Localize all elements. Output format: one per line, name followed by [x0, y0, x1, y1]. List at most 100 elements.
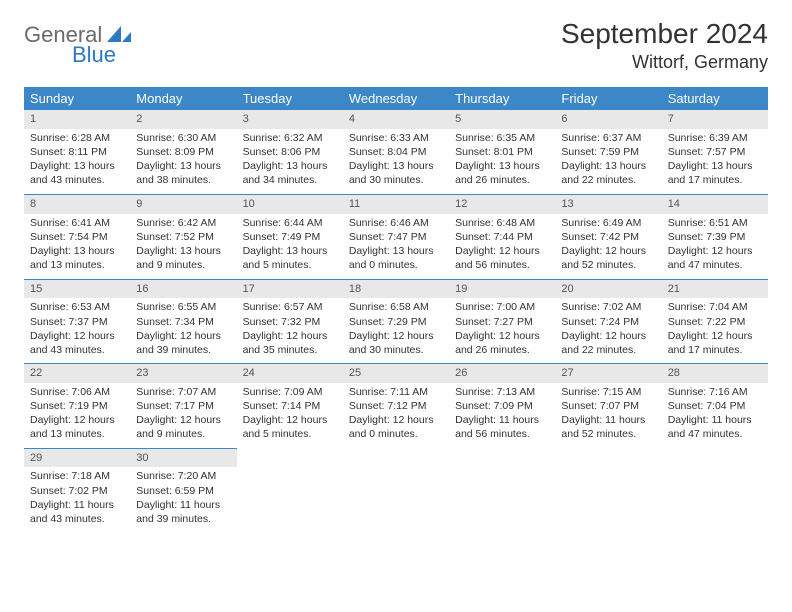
sunrise-line: Sunrise: 6:37 AM [561, 131, 655, 145]
day-details: Sunrise: 6:49 AMSunset: 7:42 PMDaylight:… [555, 214, 661, 279]
daylight-line: Daylight: 12 hours and 30 minutes. [349, 329, 443, 357]
sunrise-line: Sunrise: 6:53 AM [30, 300, 124, 314]
calendar-cell: 12Sunrise: 6:48 AMSunset: 7:44 PMDayligh… [449, 194, 555, 279]
day-details: Sunrise: 6:46 AMSunset: 7:47 PMDaylight:… [343, 214, 449, 279]
daylight-line: Daylight: 12 hours and 9 minutes. [136, 413, 230, 441]
calendar-cell: 8Sunrise: 6:41 AMSunset: 7:54 PMDaylight… [24, 194, 130, 279]
calendar-cell: 14Sunrise: 6:51 AMSunset: 7:39 PMDayligh… [662, 194, 768, 279]
calendar-cell: 13Sunrise: 6:49 AMSunset: 7:42 PMDayligh… [555, 194, 661, 279]
calendar-cell: 28Sunrise: 7:16 AMSunset: 7:04 PMDayligh… [662, 363, 768, 448]
day-details: Sunrise: 7:04 AMSunset: 7:22 PMDaylight:… [662, 298, 768, 363]
sunrise-line: Sunrise: 7:00 AM [455, 300, 549, 314]
sunset-line: Sunset: 7:04 PM [668, 399, 762, 413]
weekday-header-row: Sunday Monday Tuesday Wednesday Thursday… [24, 87, 768, 110]
day-details: Sunrise: 7:11 AMSunset: 7:12 PMDaylight:… [343, 383, 449, 448]
daylight-line: Daylight: 11 hours and 52 minutes. [561, 413, 655, 441]
day-number: 20 [555, 279, 661, 299]
day-number: 6 [555, 110, 661, 129]
calendar-cell: .. [449, 448, 555, 533]
calendar-cell: 5Sunrise: 6:35 AMSunset: 8:01 PMDaylight… [449, 110, 555, 194]
daylight-line: Daylight: 13 hours and 34 minutes. [243, 159, 337, 187]
sunrise-line: Sunrise: 7:16 AM [668, 385, 762, 399]
sunrise-line: Sunrise: 6:33 AM [349, 131, 443, 145]
calendar-cell: 20Sunrise: 7:02 AMSunset: 7:24 PMDayligh… [555, 279, 661, 364]
sunset-line: Sunset: 7:54 PM [30, 230, 124, 244]
sunrise-line: Sunrise: 6:41 AM [30, 216, 124, 230]
sunrise-line: Sunrise: 7:06 AM [30, 385, 124, 399]
logo-sail-icon [107, 26, 131, 42]
daylight-line: Daylight: 13 hours and 22 minutes. [561, 159, 655, 187]
weekday-header: Friday [555, 87, 661, 110]
daylight-line: Daylight: 12 hours and 39 minutes. [136, 329, 230, 357]
daylight-line: Daylight: 12 hours and 43 minutes. [30, 329, 124, 357]
day-number: 5 [449, 110, 555, 129]
day-details: Sunrise: 6:53 AMSunset: 7:37 PMDaylight:… [24, 298, 130, 363]
location: Wittorf, Germany [561, 52, 768, 73]
title-block: September 2024 Wittorf, Germany [561, 18, 768, 73]
weekday-header: Saturday [662, 87, 768, 110]
sunset-line: Sunset: 7:34 PM [136, 315, 230, 329]
sunset-line: Sunset: 7:39 PM [668, 230, 762, 244]
day-number: 26 [449, 363, 555, 383]
daylight-line: Daylight: 12 hours and 52 minutes. [561, 244, 655, 272]
day-details: Sunrise: 6:58 AMSunset: 7:29 PMDaylight:… [343, 298, 449, 363]
sunrise-line: Sunrise: 7:20 AM [136, 469, 230, 483]
day-details: Sunrise: 7:00 AMSunset: 7:27 PMDaylight:… [449, 298, 555, 363]
day-details: Sunrise: 7:06 AMSunset: 7:19 PMDaylight:… [24, 383, 130, 448]
sunset-line: Sunset: 7:29 PM [349, 315, 443, 329]
page-title: September 2024 [561, 18, 768, 50]
calendar-cell: 7Sunrise: 6:39 AMSunset: 7:57 PMDaylight… [662, 110, 768, 194]
sunrise-line: Sunrise: 6:48 AM [455, 216, 549, 230]
daylight-line: Daylight: 12 hours and 47 minutes. [668, 244, 762, 272]
calendar-cell: 1Sunrise: 6:28 AMSunset: 8:11 PMDaylight… [24, 110, 130, 194]
weekday-header: Tuesday [237, 87, 343, 110]
day-number: 4 [343, 110, 449, 129]
sunrise-line: Sunrise: 7:15 AM [561, 385, 655, 399]
sunset-line: Sunset: 7:59 PM [561, 145, 655, 159]
calendar-cell: .. [662, 448, 768, 533]
sunrise-line: Sunrise: 6:58 AM [349, 300, 443, 314]
calendar-row: 8Sunrise: 6:41 AMSunset: 7:54 PMDaylight… [24, 194, 768, 279]
sunrise-line: Sunrise: 6:35 AM [455, 131, 549, 145]
day-details: Sunrise: 6:51 AMSunset: 7:39 PMDaylight:… [662, 214, 768, 279]
weekday-header: Monday [130, 87, 236, 110]
calendar-cell: 18Sunrise: 6:58 AMSunset: 7:29 PMDayligh… [343, 279, 449, 364]
calendar-cell: 21Sunrise: 7:04 AMSunset: 7:22 PMDayligh… [662, 279, 768, 364]
day-number: 29 [24, 448, 130, 468]
calendar-cell: 6 Sunrise: 6:37 AMSunset: 7:59 PMDaylight… [555, 110, 661, 194]
day-number: 17 [237, 279, 343, 299]
sunrise-line: Sunrise: 7:09 AM [243, 385, 337, 399]
day-details: Sunrise: 6:44 AMSunset: 7:49 PMDaylight:… [237, 214, 343, 279]
day-number: 10 [237, 194, 343, 214]
daylight-line: Daylight: 13 hours and 38 minutes. [136, 159, 230, 187]
sunrise-line: Sunrise: 6:32 AM [243, 131, 337, 145]
daylight-line: Daylight: 12 hours and 5 minutes. [243, 413, 337, 441]
day-number: 1 [24, 110, 130, 129]
sunrise-line: Sunrise: 6:51 AM [668, 216, 762, 230]
sunset-line: Sunset: 7:09 PM [455, 399, 549, 413]
calendar-cell: 4Sunrise: 6:33 AMSunset: 8:04 PMDaylight… [343, 110, 449, 194]
sunset-line: Sunset: 7:37 PM [30, 315, 124, 329]
sunrise-line: Sunrise: 6:42 AM [136, 216, 230, 230]
calendar-row: 15Sunrise: 6:53 AMSunset: 7:37 PMDayligh… [24, 279, 768, 364]
sunset-line: Sunset: 7:07 PM [561, 399, 655, 413]
day-details: Sunrise: 7:15 AMSunset: 7:07 PMDaylight:… [555, 383, 661, 448]
daylight-line: Daylight: 13 hours and 0 minutes. [349, 244, 443, 272]
day-details: Sunrise: 6:39 AMSunset: 7:57 PMDaylight:… [662, 129, 768, 194]
day-details: Sunrise: 6:55 AMSunset: 7:34 PMDaylight:… [130, 298, 236, 363]
sunrise-line: Sunrise: 7:13 AM [455, 385, 549, 399]
weekday-header: Wednesday [343, 87, 449, 110]
calendar-cell: 23Sunrise: 7:07 AMSunset: 7:17 PMDayligh… [130, 363, 236, 448]
sunset-line: Sunset: 7:47 PM [349, 230, 443, 244]
day-details: Sunrise: 6:48 AMSunset: 7:44 PMDaylight:… [449, 214, 555, 279]
daylight-line: Daylight: 13 hours and 5 minutes. [243, 244, 337, 272]
day-details: Sunrise: 6:42 AMSunset: 7:52 PMDaylight:… [130, 214, 236, 279]
daylight-line: Daylight: 11 hours and 43 minutes. [30, 498, 124, 526]
day-number: 24 [237, 363, 343, 383]
calendar-cell: 17Sunrise: 6:57 AMSunset: 7:32 PMDayligh… [237, 279, 343, 364]
calendar-cell: 2Sunrise: 6:30 AMSunset: 8:09 PMDaylight… [130, 110, 236, 194]
day-details: Sunrise: 6:41 AMSunset: 7:54 PMDaylight:… [24, 214, 130, 279]
daylight-line: Daylight: 12 hours and 0 minutes. [349, 413, 443, 441]
day-number: 16 [130, 279, 236, 299]
calendar-cell: 10Sunrise: 6:44 AMSunset: 7:49 PMDayligh… [237, 194, 343, 279]
